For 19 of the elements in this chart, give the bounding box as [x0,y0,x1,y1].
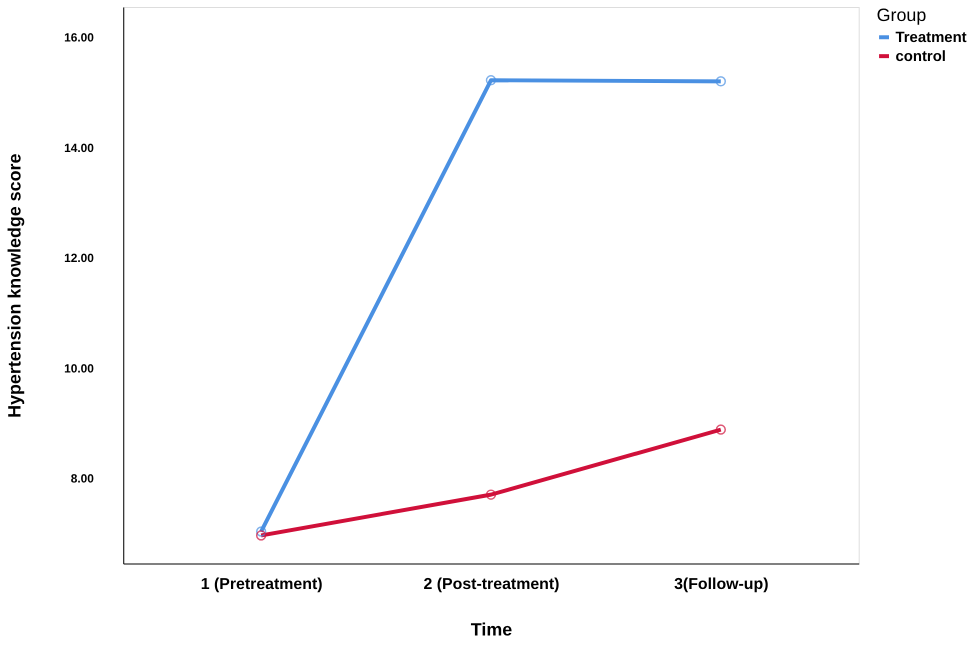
point [256,530,266,541]
point [716,424,726,435]
x-tick-label: 1 (Pretreatment) [200,576,323,593]
x-axis-title: Time [470,620,512,640]
legend-label: control [895,49,946,66]
y-tick-label: 10.00 [64,361,94,376]
point [486,75,496,86]
y-tick-label: 12.00 [64,251,94,266]
point [486,489,496,500]
y-tick-label: 14.00 [64,140,94,155]
y-axis-title: Hypertension knowledge score [4,154,24,418]
legend-label: Treatment [895,30,967,46]
point [716,76,726,87]
x-tick-label: 2 (Post-treatment) [423,576,560,593]
y-tick-label: 16.00 [64,30,94,45]
point [256,526,266,537]
y-tick-label: 8.00 [70,472,94,486]
x-tick-label: 3(Follow-up) [674,576,769,593]
legend-title: Group [876,4,926,25]
